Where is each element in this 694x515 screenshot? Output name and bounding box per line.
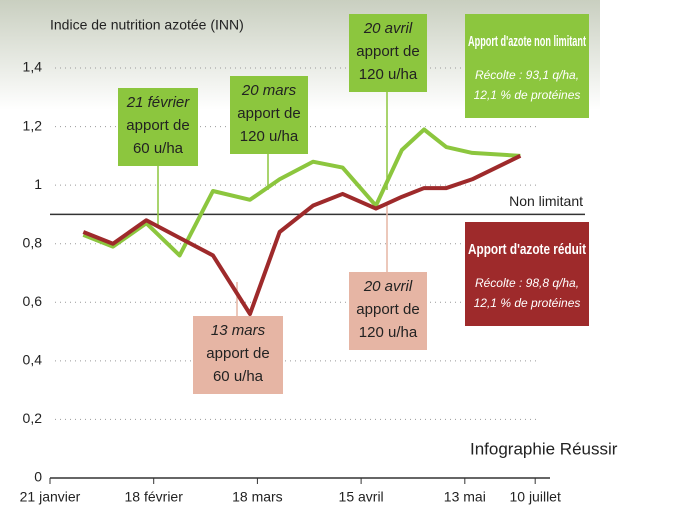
y-tick-label: 1,4 <box>23 59 43 75</box>
y-tick-label: 0,6 <box>23 293 43 309</box>
annotation-text: 20 mars <box>241 82 297 99</box>
threshold-label: Non limitant <box>509 193 583 209</box>
annotation-text: 120 u/ha <box>359 324 418 341</box>
series-line <box>83 156 520 314</box>
legend-name: Apport d'azote réduit <box>468 241 586 258</box>
annotation-text: 120 u/ha <box>240 128 299 145</box>
y-tick-label: 0,4 <box>23 352 43 368</box>
annotation-text: apport de <box>237 105 300 122</box>
annotation-text: 21 février <box>126 94 191 111</box>
legend-note: 12,1 % de protéines <box>474 88 581 102</box>
y-tick-label: 1 <box>34 176 42 192</box>
x-tick-label: 18 février <box>125 489 184 505</box>
annotation-text: apport de <box>356 43 419 60</box>
annotation-text: apport de <box>356 301 419 318</box>
annotation-text: 20 avril <box>363 20 413 37</box>
annotation-text: apport de <box>206 345 269 362</box>
legend-name: Apport d'azote non limitant <box>468 33 586 50</box>
annotation-text: 60 u/ha <box>133 140 184 157</box>
x-tick-label: 15 avril <box>339 489 384 505</box>
y-axis-label: Indice de nutrition azotée (INN) <box>50 17 244 33</box>
annotation-text: 20 avril <box>363 278 413 295</box>
legend-note: Récolte : 98,8 q/ha, <box>475 276 579 290</box>
y-tick-label: 0 <box>34 469 42 485</box>
chart: Indice de nutrition azotée (INN) Infogra… <box>0 0 694 515</box>
x-tick-label: 21 janvier <box>20 489 81 505</box>
y-tick-label: 0,8 <box>23 234 43 250</box>
x-tick-label: 10 juillet <box>509 489 560 505</box>
credit: Infographie Réussir <box>470 439 618 458</box>
annotation-text: 13 mars <box>211 322 266 339</box>
y-tick-label: 0,2 <box>23 410 43 426</box>
legend-note: Récolte : 93,1 q/ha, <box>475 68 579 82</box>
x-tick-label: 13 mai <box>444 489 486 505</box>
y-tick-label: 1,2 <box>23 117 43 133</box>
annotation-text: apport de <box>126 117 189 134</box>
legend-box <box>465 14 589 118</box>
legend-box <box>465 222 589 326</box>
annotation-text: 120 u/ha <box>359 66 418 83</box>
legend-note: 12,1 % de protéines <box>474 296 581 310</box>
x-tick-label: 18 mars <box>232 489 283 505</box>
annotation-text: 60 u/ha <box>213 368 264 385</box>
